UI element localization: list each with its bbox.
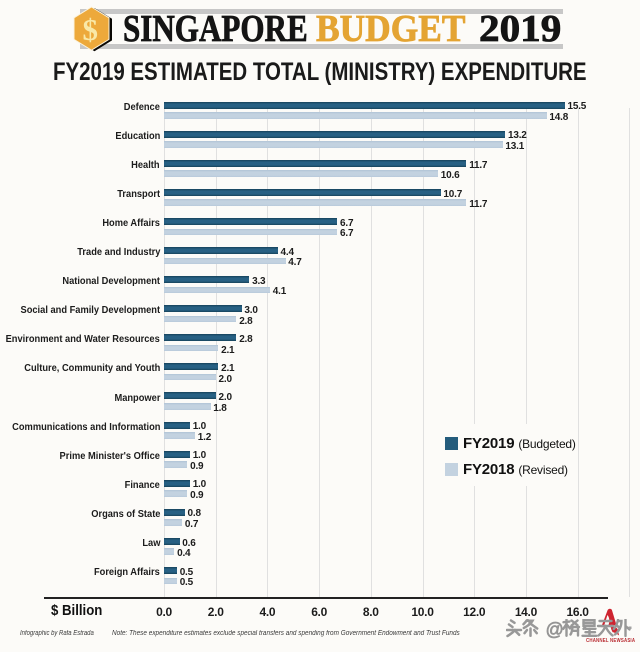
svg-text:$: $: [83, 12, 99, 47]
svg-text:@: @: [546, 619, 564, 639]
